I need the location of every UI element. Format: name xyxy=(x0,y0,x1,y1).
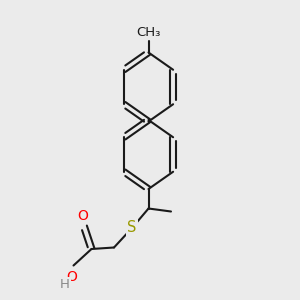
Text: S: S xyxy=(127,220,137,236)
Text: H: H xyxy=(60,278,70,290)
Text: O: O xyxy=(67,270,77,284)
Text: O: O xyxy=(77,209,88,223)
Text: CH₃: CH₃ xyxy=(136,26,161,39)
